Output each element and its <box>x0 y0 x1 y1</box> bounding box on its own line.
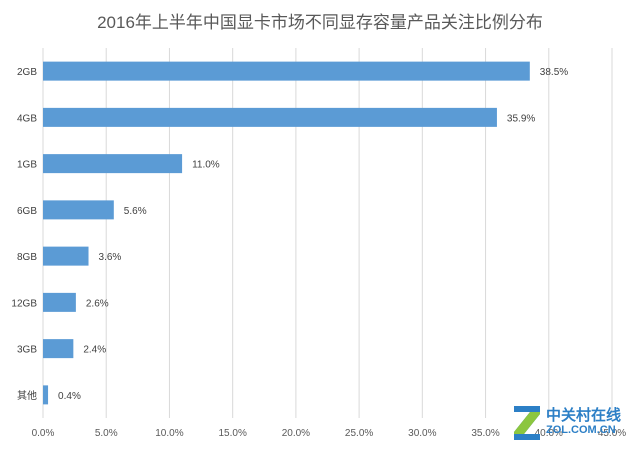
category-label: 8GB <box>17 252 37 263</box>
data-label: 5.6% <box>124 206 147 217</box>
x-tick-label: 40.0% <box>535 428 563 439</box>
gridlines <box>42 48 613 418</box>
bar <box>43 339 74 359</box>
watermark: 中关村在线 ZOL.COM.CN <box>510 400 632 444</box>
zol-z-logo-icon <box>514 406 540 440</box>
category-label: 1GB <box>17 160 37 171</box>
category-label: 2GB <box>17 67 37 78</box>
category-label: 4GB <box>17 113 37 124</box>
bars <box>43 61 530 405</box>
bar <box>43 246 89 266</box>
bar <box>43 154 183 174</box>
watermark-url: ZOL.COM.CN <box>546 424 616 436</box>
x-tick-label: 30.0% <box>408 428 436 439</box>
bar <box>43 292 76 312</box>
bar <box>43 107 497 127</box>
x-axis-tick-labels: 0.0% 5.0% 10.0% 15.0% 20.0% 25.0% 30.0% 35.0% 40… <box>32 428 627 439</box>
chart-title: 2016年上半年中国显卡市场不同显存容量产品关注比例分布 <box>97 13 543 32</box>
data-labels: 38.5% 35.9% 11.0% 5.6% 3.6% 2.6% 2.4% 0.4% <box>58 67 568 402</box>
bar <box>43 385 49 405</box>
x-tick-label: 10.0% <box>155 428 183 439</box>
bar <box>43 61 530 81</box>
x-tick-label: 45.0% <box>598 428 626 439</box>
data-label: 11.0% <box>192 160 220 171</box>
category-label: 6GB <box>17 206 37 217</box>
x-tick-label: 0.0% <box>32 428 55 439</box>
x-tick-label: 25.0% <box>345 428 373 439</box>
data-label: 2.4% <box>83 345 106 356</box>
x-tick-label: 15.0% <box>218 428 246 439</box>
x-tick-label: 20.0% <box>282 428 310 439</box>
category-label: 3GB <box>17 345 37 356</box>
x-tick-label: 5.0% <box>95 428 118 439</box>
data-label: 38.5% <box>540 67 568 78</box>
category-labels: 2GB 4GB 1GB 6GB 8GB 12GB 3GB 其他 <box>11 67 37 402</box>
data-label: 0.4% <box>58 391 81 402</box>
category-label: 12GB <box>11 298 37 309</box>
x-tick-label: 35.0% <box>471 428 499 439</box>
bar <box>43 200 114 220</box>
data-label: 2.6% <box>86 298 109 309</box>
watermark-name: 中关村在线 <box>546 406 622 424</box>
data-label: 35.9% <box>507 113 535 124</box>
data-label: 3.6% <box>99 252 122 263</box>
category-label: 其他 <box>17 389 37 402</box>
